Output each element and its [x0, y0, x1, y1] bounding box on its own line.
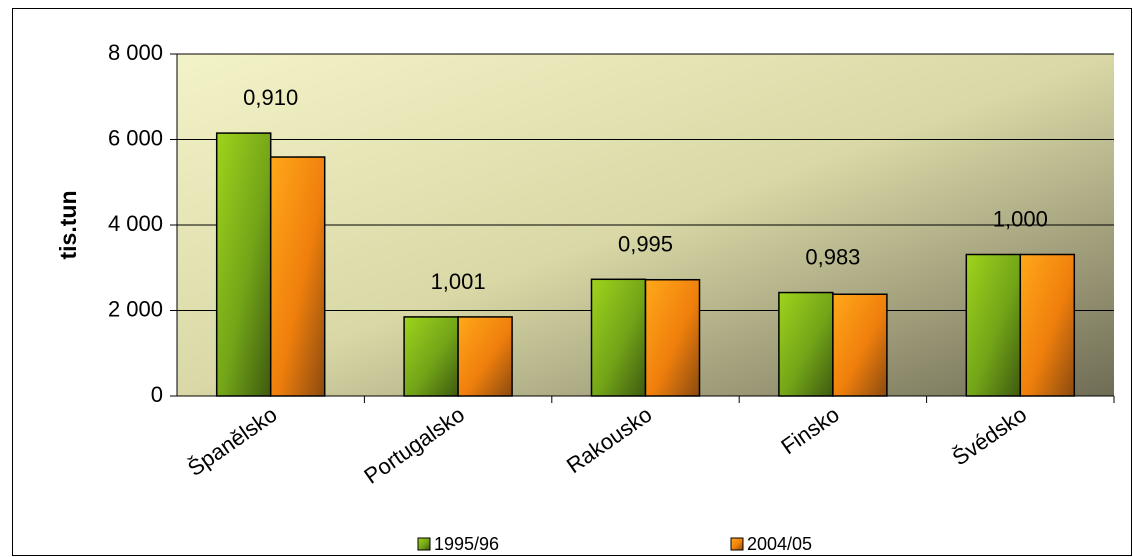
data-label: 1,001	[431, 269, 486, 294]
bar-2004/05	[644, 278, 701, 397]
x-tick-label: Švédsko	[948, 402, 1031, 471]
x-tick-label: Portugalsko	[359, 402, 469, 489]
x-tick-label: Španělsko	[183, 402, 282, 481]
y-tick-label: 8 000	[108, 40, 163, 65]
y-axis: 0 2 000 4 000 6 000 8 000	[108, 40, 178, 407]
legend-label: 2004/05	[747, 534, 812, 554]
bars	[215, 132, 1076, 397]
bar-2004/05	[832, 293, 888, 397]
data-labels: 0,910 1,001 0,995 0,983 1,000	[243, 85, 1048, 294]
data-label: 0,995	[618, 231, 673, 256]
bar-1995/96	[965, 253, 1022, 397]
bar-2004/05	[1019, 253, 1076, 397]
x-tick-label: Rakousko	[562, 402, 656, 479]
legend-swatch	[417, 537, 431, 551]
legend-swatch	[730, 537, 744, 551]
x-tick-label: Finsko	[776, 402, 843, 460]
bar-2004/05	[457, 316, 513, 397]
data-label: 1,000	[993, 206, 1048, 231]
bar-2004/05	[269, 156, 326, 397]
legend: 1995/96 2004/05	[417, 534, 812, 554]
bar-1995/96	[215, 132, 272, 397]
x-axis: Španělsko Portugalsko Rakousko Finsko Švédsk…	[177, 395, 1115, 489]
bar-1995/96	[778, 291, 834, 397]
y-tick-label: 2 000	[108, 296, 163, 321]
data-label: 0,983	[805, 245, 860, 270]
bar-1995/96	[403, 316, 459, 397]
legend-label: 1995/96	[434, 534, 499, 554]
y-axis-title: tis.tun	[55, 191, 81, 260]
data-label: 0,910	[243, 85, 298, 110]
y-tick-label: 6 000	[108, 125, 163, 150]
bar-1995/96	[590, 278, 647, 397]
y-tick-label: 4 000	[108, 211, 163, 236]
y-tick-label: 0	[151, 382, 163, 407]
